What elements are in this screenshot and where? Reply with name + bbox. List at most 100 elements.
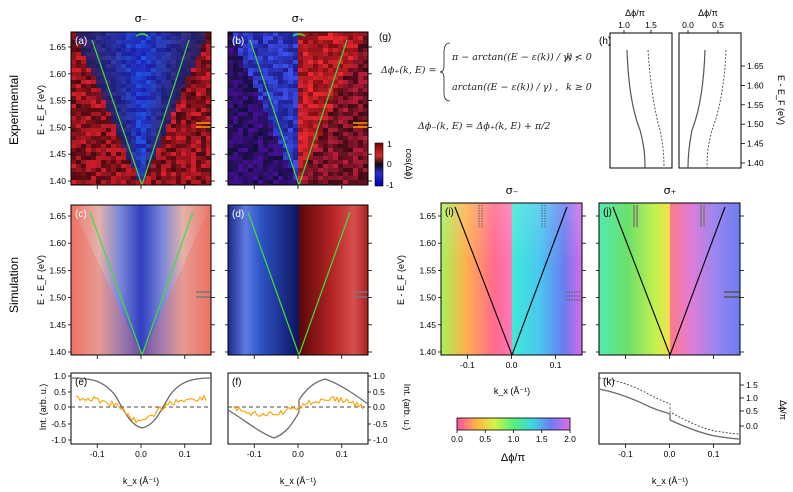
ylabel-k: Δϕ/π (778, 400, 788, 420)
panel-k-phase-curve: (k) (598, 372, 741, 445)
dirac-line-left-c (89, 211, 143, 356)
eq2: Δϕ₋(k, E) = Δϕ₊(k, E) + π/2 (417, 121, 550, 132)
h-energy-tick-3: 1.50 (747, 119, 764, 129)
eq1-case1: π − arctan((E − ε(k)) / γ) , (451, 52, 578, 63)
panel-label-k: (k) (603, 377, 615, 388)
panel-label-a: (a) (75, 36, 87, 47)
panel-label-i: (i) (445, 207, 454, 218)
svg-text:0: 0 (387, 159, 392, 169)
panel-label-c: (c) (75, 209, 87, 220)
eq1-case1-cond: k < 0 (566, 52, 592, 63)
dirac-line-left-d (247, 211, 300, 356)
f-int-tick-0: 1.0 (373, 371, 385, 381)
row-label-experimental: Experimental (7, 75, 21, 145)
h-energy-tick-2: 1.55 (747, 100, 764, 110)
ylabel-c: E - E_F (eV) (36, 255, 46, 305)
k-phase-tick-2: 0.5 (746, 406, 758, 416)
h-energy-tick-0: 1.65 (747, 61, 764, 71)
i-k-tick-2: 0.1 (550, 360, 562, 370)
xlabel-k: k_x (Å⁻¹) (652, 476, 688, 486)
ylabel-h: E - E_F (eV) (776, 75, 786, 125)
dirac-line-left-a (91, 39, 143, 186)
col-header-minus: σ₋ (135, 12, 148, 25)
svg-text:1.5: 1.5 (645, 20, 657, 30)
panel-label-b: (b) (232, 36, 244, 47)
panel-label-f: (f) (232, 377, 241, 388)
energy-tick-2-0: 1.65 (419, 211, 436, 221)
energy-tick-1-2: 1.55 (49, 265, 66, 275)
panel-j-phase: (j) (598, 202, 741, 356)
panel-b-heatmap: (b) (227, 31, 369, 186)
xlabel-e: k_x (Å⁻¹) (123, 476, 159, 486)
k-phase-tick-1: 1.0 (746, 393, 758, 403)
svg-text:Δϕ/π: Δϕ/π (698, 8, 718, 18)
phase-cbar-tick-3: 1.5 (536, 434, 548, 444)
e-int-tick-3: -0.5 (51, 419, 66, 429)
ylabel-f: Int. (arb. u.) (402, 384, 412, 431)
dirac-line-right-j (669, 206, 726, 356)
cos-colorbar: 1 0 -1 cos(Δϕ) (374, 139, 414, 190)
h-energy-tick-1: 1.60 (747, 80, 764, 90)
svg-text:-1: -1 (386, 180, 394, 190)
dirac-line-right-i (511, 206, 568, 356)
energy-tick-1-1: 1.60 (49, 238, 66, 248)
panel-label-j: (j) (603, 207, 612, 218)
energy-tick-0-2: 1.55 (49, 96, 66, 106)
phase-cbar-tick-0: 0.0 (451, 434, 463, 444)
h-energy-tick-4: 1.45 (747, 139, 764, 149)
energy-tick-0-5: 1.40 (49, 176, 66, 186)
energy-tick-1-4: 1.45 (49, 320, 66, 330)
panel-e-intensity: (e) (70, 372, 212, 445)
svg-text:0.0: 0.0 (682, 20, 694, 30)
f-k-tick-1: 0.0 (292, 449, 304, 459)
f-k-tick-0: -0.1 (247, 449, 262, 459)
energy-tick-2-3: 1.50 (419, 293, 436, 303)
row-label-simulation: Simulation (7, 257, 21, 313)
energy-tick-0-1: 1.60 (49, 69, 66, 79)
ylabel-e: Int. (arb. u.) (38, 384, 48, 431)
k-phase-tick-0: 1.5 (746, 380, 758, 390)
eq1-case2: arctan((E − ε(k)) / γ) , (452, 82, 558, 93)
energy-tick-1-0: 1.65 (49, 211, 66, 221)
f-int-tick-3: -0.5 (373, 419, 388, 429)
dirac-line-right-a (141, 39, 190, 186)
e-int-tick-1: 0.5 (54, 387, 66, 397)
col-header-minus-sim: σ₋ (506, 184, 519, 197)
energy-tick-1-5: 1.40 (49, 347, 66, 357)
phase-cbar-tick-4: 2.0 (564, 434, 576, 444)
energy-tick-0-0: 1.65 (49, 42, 66, 52)
panel-label-e: (e) (75, 377, 87, 388)
e-int-tick-4: -1.0 (51, 435, 66, 445)
e-k-tick-1: 0.0 (135, 449, 147, 459)
f-int-tick-1: 0.5 (373, 387, 385, 397)
k-phase-tick-3: 0.0 (746, 421, 758, 431)
e-int-tick-0: 1.0 (54, 371, 66, 381)
phase-cbar-tick-2: 1.0 (508, 434, 520, 444)
dirac-line-right-d (298, 211, 351, 356)
ylabel-i: E - E_F (eV) (396, 255, 406, 305)
f-int-tick-2: 0.0 (373, 402, 385, 412)
energy-tick-2-5: 1.40 (419, 347, 436, 357)
ylabel-a: E - E_F (eV) (36, 85, 46, 135)
e-int-tick-2: 0.0 (54, 402, 66, 412)
panel-label-d: (d) (232, 209, 244, 220)
col-header-plus-sim: σ₊ (664, 184, 677, 197)
energy-tick-0-4: 1.45 (49, 149, 66, 159)
k-k-tick-1: 0.0 (664, 449, 676, 459)
e-k-tick-0: -0.1 (90, 449, 105, 459)
panel-g-equations: (g) Δϕ₊(k, E) = π − arctan((E − ε(k)) / … (379, 32, 592, 132)
cbar-label: cos(Δϕ) (404, 148, 414, 179)
panel-d-simulation: (d) (227, 204, 369, 356)
dirac-line-left-b (249, 39, 300, 186)
i-k-tick-1: 0.0 (506, 360, 518, 370)
svg-text:1.0: 1.0 (618, 20, 630, 30)
energy-tick-1-3: 1.50 (49, 293, 66, 303)
phase-cbar-tick-1: 0.5 (479, 434, 491, 444)
xlabel-f: k_x (Å⁻¹) (280, 476, 316, 486)
dirac-line-left-i (454, 206, 513, 356)
panel-f-intensity: (f) (227, 372, 369, 445)
svg-text:Δϕ/π: Δϕ/π (625, 8, 645, 18)
phase-colorbar: 0.0 0.5 1.0 1.5 2.0 Δϕ/π (451, 417, 576, 464)
panel-c-simulation: (c) (70, 204, 212, 356)
